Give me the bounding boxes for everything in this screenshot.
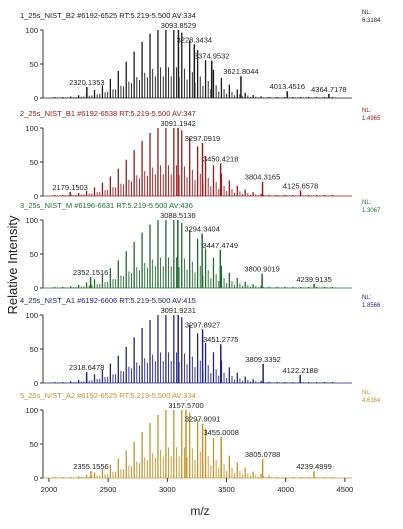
x-tick-label: 3000 — [159, 485, 176, 494]
peak-label: 4013.4516 — [270, 82, 305, 91]
nl-value: 4.6364 — [362, 398, 381, 404]
spectrum-panel-5: 5_25s_NIST_A2 #6192-6525 RT:5.219-5.500 … — [20, 390, 381, 483]
shared-x-axis: 2000 2500 3000 3500 4000 4500 — [41, 478, 354, 494]
y-tick-label: 100 — [25, 216, 38, 225]
y-tick-label: 0 — [34, 192, 38, 201]
peak-label: 3091.1942 — [160, 119, 195, 128]
peak-label: 2320.1353 — [69, 78, 104, 87]
nl-label: NL: — [362, 390, 372, 396]
y-axis-label: Relative Intensity — [5, 215, 20, 314]
spectrum-panel-1: 1_25s_NIST_B2 #6192-6525 RT:5.219-5.500 … — [20, 10, 381, 103]
y-tick-label: 100 — [25, 311, 38, 320]
x-axis-label: m/z — [190, 504, 209, 518]
nl-value: 1.3067 — [362, 208, 381, 214]
y-tick-label: 0 — [34, 379, 38, 388]
peak-label: 4125.6578 — [283, 182, 318, 191]
y-tick-label: 100 — [25, 26, 38, 35]
peak-label: 3088.5136 — [160, 211, 195, 220]
peak-label: 4239.4999 — [296, 462, 331, 471]
peak-label: 2355.1556 — [73, 462, 108, 471]
panel-title: 1_25s_NIST_B2 #6192-6525 RT:5.219-5.500 … — [20, 11, 196, 20]
panel-title: 4_25s_NIST_A1 #6192-6606 RT:5.219-5.500 … — [20, 296, 196, 305]
peak-label: 3157.5700 — [168, 401, 203, 410]
nl-label: NL: — [362, 295, 372, 301]
y-tick-label: 0 — [34, 474, 38, 483]
y-tick-label: 50 — [30, 345, 38, 354]
spectrum-panel-3: 3_25s_NIST_M #6196-6631 RT:5.219-5.500 A… — [20, 200, 381, 293]
peak-label: 3294.3404 — [184, 225, 219, 234]
y-tick-label: 50 — [30, 158, 38, 167]
x-tick-label: 2000 — [41, 485, 58, 494]
y-tick-label: 50 — [30, 440, 38, 449]
peak-label: 4364.7178 — [311, 85, 346, 94]
peak-label: 3093.8529 — [161, 21, 196, 30]
y-tick-label: 0 — [34, 284, 38, 293]
peak-label: 2352.1516 — [73, 268, 108, 277]
peak-label: 4122.2188 — [282, 366, 317, 375]
peak-label: 3804.3165 — [245, 173, 280, 182]
nl-label: NL: — [362, 108, 372, 114]
nl-label: NL: — [362, 200, 372, 206]
spectrum-panel-2: 2_25s_NIST_B1 #6192-6538 RT:5.219-5.500 … — [20, 108, 381, 201]
peak-label: 3228.3434 — [177, 35, 212, 44]
peak-label: 3374.9532 — [194, 52, 229, 61]
y-tick-label: 0 — [34, 94, 38, 103]
spectrum-panel-4: 4_25s_NIST_A1 #6192-6606 RT:5.219-5.500 … — [20, 295, 381, 388]
peak-label: 3809.3392 — [245, 355, 280, 364]
peak-label: 3297.8927 — [185, 320, 220, 329]
x-tick-label: 4500 — [337, 485, 354, 494]
spectra-panels: 1_25s_NIST_B2 #6192-6525 RT:5.219-5.500 … — [20, 10, 381, 483]
peak-label: 3091.9231 — [160, 306, 195, 315]
panel-title: 5_25s_NIST_A2 #6192-6525 RT:5.219-5.500 … — [20, 391, 196, 400]
y-tick-label: 100 — [25, 124, 38, 133]
peak-label: 3450.4218 — [203, 154, 238, 163]
peak-label: 2179.1503 — [52, 183, 87, 192]
nl-value: 6.3184 — [362, 18, 381, 24]
panel-title: 2_25s_NIST_B1 #6192-6538 RT:5.219-5.500 … — [20, 109, 196, 118]
peak-label: 3297.9091 — [185, 415, 220, 424]
peak-label: 3297.0919 — [185, 134, 220, 143]
peak-label: 2318.6478 — [69, 363, 104, 372]
peak-label: 3447.4749 — [203, 241, 238, 250]
nl-value: 1.4965 — [362, 116, 381, 122]
x-tick-label: 4000 — [277, 485, 294, 494]
y-tick-label: 50 — [30, 250, 38, 259]
peak-label: 3621.8044 — [223, 67, 258, 76]
peak-label: 3455.0008 — [203, 428, 238, 437]
y-tick-label: 50 — [30, 60, 38, 69]
nl-value: 1.8566 — [362, 303, 381, 309]
panel-title: 3_25s_NIST_M #6196-6631 RT:5.219-5.500 A… — [20, 201, 193, 210]
peak-label: 4239.9135 — [296, 275, 331, 284]
nl-label: NL: — [362, 10, 372, 16]
y-tick-label: 100 — [25, 406, 38, 415]
x-tick-label: 3500 — [218, 485, 235, 494]
peak-label: 3451.2775 — [203, 335, 238, 344]
x-tick-label: 2500 — [100, 485, 117, 494]
peak-label: 3800.9019 — [244, 265, 279, 274]
peak-label: 3805.0788 — [245, 450, 280, 459]
